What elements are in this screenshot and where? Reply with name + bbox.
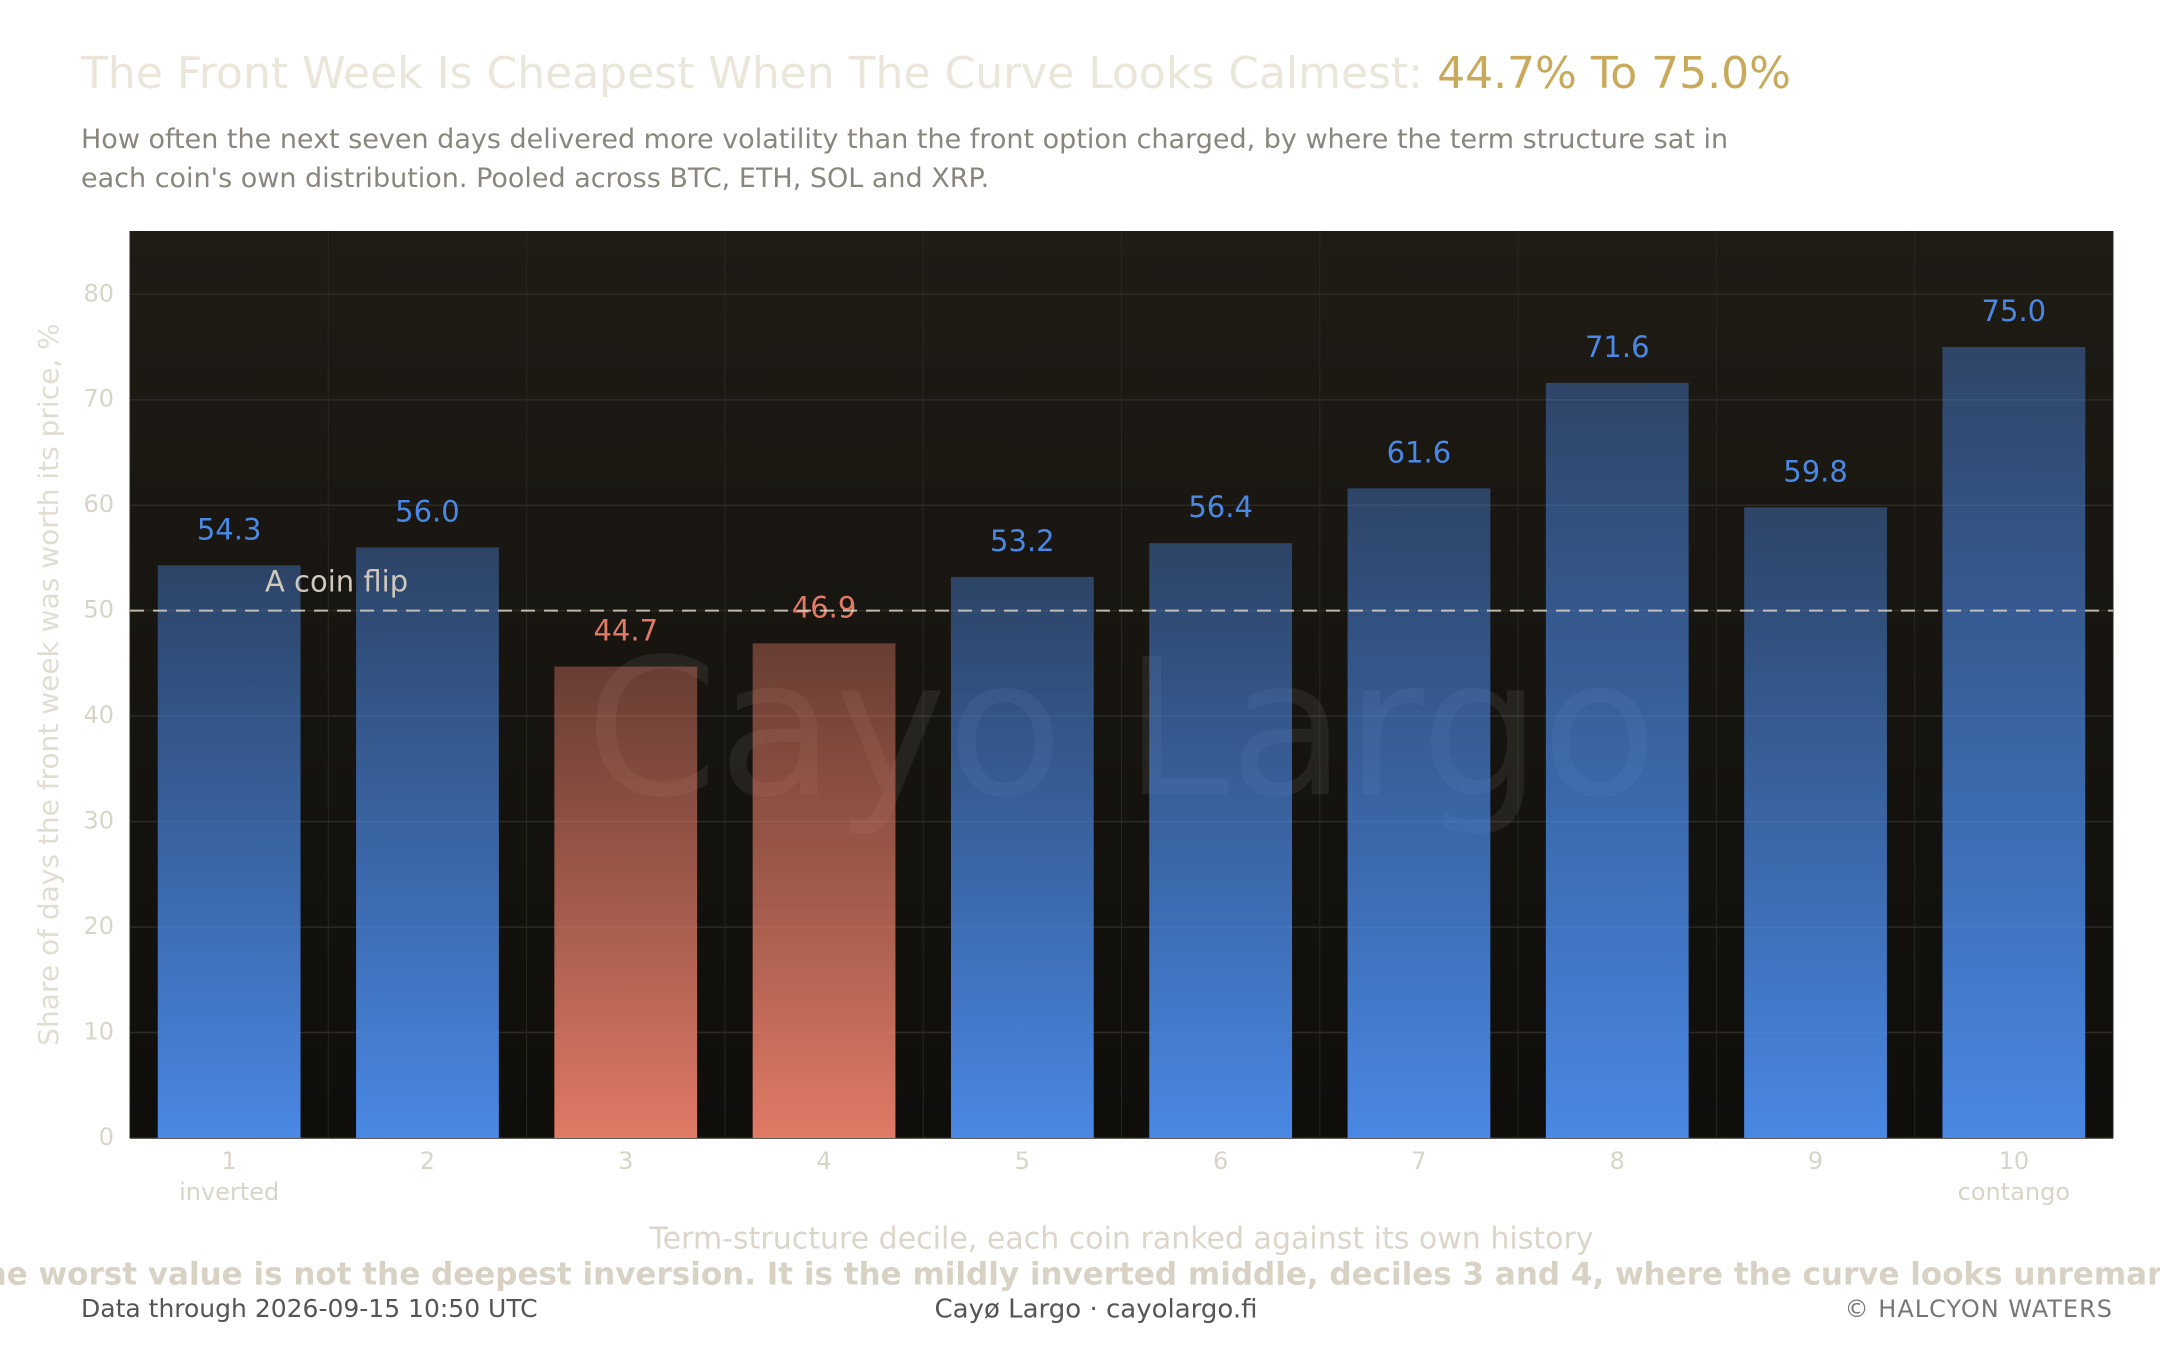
chart-title: The Front Week Is Cheapest When The Curv…: [81, 48, 1791, 99]
title-highlight: 44.7% To 75.0%: [1437, 48, 1791, 99]
y-tick-label: 20: [83, 912, 114, 940]
data-label: 71.6: [1585, 330, 1650, 364]
bar: [1347, 488, 1491, 1139]
x-axis-label: Term-structure decile, each coin ranked …: [648, 1222, 1593, 1257]
x-tick-label: 10: [1999, 1147, 2030, 1175]
reference-label: A coin flip: [265, 565, 408, 599]
y-tick-label: 80: [83, 279, 114, 307]
bar: [950, 576, 1094, 1138]
bar: [1545, 382, 1689, 1139]
bar: [356, 547, 499, 1138]
x-tick-label: 7: [1411, 1147, 1426, 1175]
y-tick-label: 30: [83, 807, 114, 835]
footer-left: Data through 2026-09-15 10:50 UTC: [81, 1294, 538, 1323]
bar: [157, 565, 301, 1138]
x-tick-sublabel: contango: [1958, 1178, 2070, 1206]
y-tick-label: 0: [99, 1123, 114, 1151]
x-tick-label: 9: [1808, 1147, 1823, 1175]
bar: [1942, 347, 2086, 1139]
data-label: 53.2: [990, 524, 1055, 558]
y-tick-label: 10: [83, 1018, 114, 1046]
x-tick-label: 6: [1213, 1147, 1228, 1175]
chart-subtitle: How often the next seven days delivered …: [81, 124, 1729, 194]
data-label: 46.9: [792, 590, 857, 624]
bar: [554, 666, 698, 1138]
x-tick-label: 1: [222, 1147, 237, 1175]
x-tick-label: 3: [618, 1147, 633, 1175]
x-tick-sublabel: inverted: [179, 1178, 279, 1206]
y-tick-label: 70: [83, 385, 114, 413]
x-tick-label: 5: [1015, 1147, 1030, 1175]
x-tick-label: 2: [420, 1147, 435, 1175]
bar: [1744, 507, 1887, 1138]
y-tick-label: 40: [83, 701, 114, 729]
watermark: Cayo Largo: [585, 618, 1657, 839]
data-label: 56.4: [1188, 490, 1253, 524]
y-axis-label: Share of days the front week was worth i…: [32, 323, 65, 1045]
x-tick-label: 8: [1610, 1147, 1625, 1175]
x-tick-label: 4: [816, 1147, 831, 1175]
data-label: 54.3: [197, 512, 262, 546]
title-text: The Front Week Is Cheapest When The Curv…: [81, 48, 1438, 99]
bar: [752, 643, 896, 1138]
data-label: 59.8: [1783, 454, 1848, 488]
footer-right: © HALCYON WATERS: [1845, 1295, 2113, 1323]
bar: [1149, 543, 1293, 1138]
footer-center: Cayø Largo · cayolargo.fi: [934, 1295, 1257, 1325]
y-tick-label: 50: [83, 596, 114, 624]
data-label: 61.6: [1387, 435, 1452, 469]
data-label: 44.7: [593, 614, 658, 648]
takeaway: The worst value is not the deepest inver…: [0, 1257, 2160, 1293]
data-label: 75.0: [1982, 294, 2047, 328]
data-label: 56.0: [395, 494, 460, 528]
y-tick-label: 60: [83, 490, 114, 518]
